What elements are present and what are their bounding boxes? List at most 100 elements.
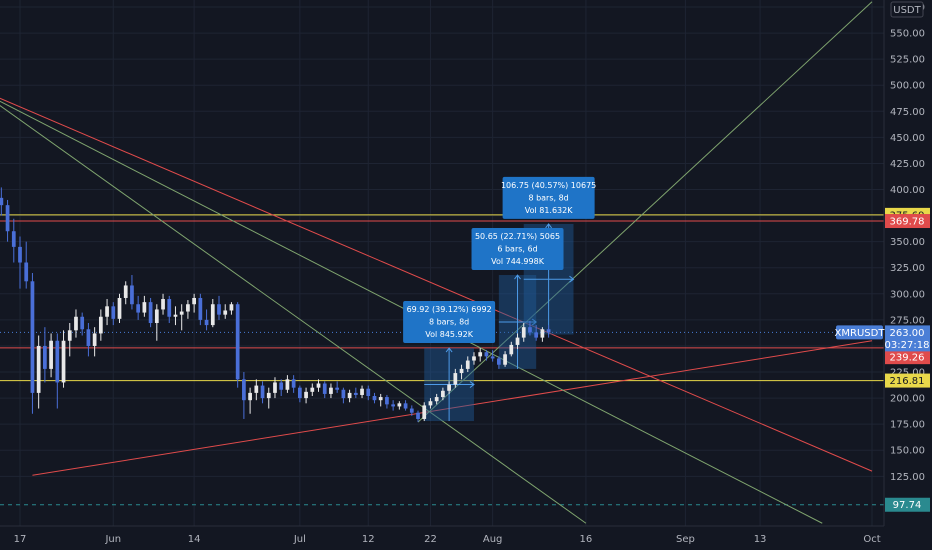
candle xyxy=(528,320,532,336)
price-tick-label: 450.00 xyxy=(890,133,925,144)
candle xyxy=(74,309,78,338)
candle-body xyxy=(503,354,507,365)
price-tag xyxy=(885,214,930,229)
candle-body xyxy=(217,304,221,315)
trend-line[interactable] xyxy=(32,340,873,476)
candle xyxy=(186,300,190,319)
measure-label-text: 6 bars, 6d xyxy=(497,245,537,254)
candle-body xyxy=(453,373,458,385)
trend-line[interactable] xyxy=(0,98,587,524)
time-tick-label: Oct xyxy=(863,534,880,545)
candle-body xyxy=(173,314,178,317)
candle xyxy=(391,400,396,411)
candle-body xyxy=(347,392,352,399)
candle xyxy=(92,327,97,357)
candle-body xyxy=(378,397,383,401)
time-axis-ticks: 17 Jun 14 Jul 12 22 Aug 16 Sep 13 Oct xyxy=(14,534,881,545)
candle xyxy=(490,350,495,362)
time-tick-label: 14 xyxy=(188,534,201,545)
measure-arrow-head xyxy=(469,381,475,388)
candle xyxy=(86,323,91,357)
price-tick-label: 225.00 xyxy=(890,368,925,379)
candle xyxy=(453,368,458,388)
horizontal-lines-layer xyxy=(0,214,884,506)
measure-arrow-head xyxy=(545,223,553,229)
trend-line[interactable] xyxy=(417,1,873,423)
candle xyxy=(372,392,377,404)
candle-body xyxy=(235,304,240,380)
candle xyxy=(316,379,321,392)
measure-label-text: 106.75 (40.57%) 10675 xyxy=(501,181,596,190)
symbol-text: XMRUSDT xyxy=(835,328,886,339)
time-tick-label: 16 xyxy=(580,534,593,545)
candle-body xyxy=(117,297,122,319)
candle-body xyxy=(397,403,402,407)
price-axis[interactable] xyxy=(884,0,932,526)
candle xyxy=(142,295,147,317)
candle-body xyxy=(496,358,501,365)
candle-body xyxy=(105,306,109,317)
candle-body xyxy=(366,388,371,397)
candle-body xyxy=(385,397,389,405)
candle xyxy=(210,299,215,328)
candle-body xyxy=(210,304,215,326)
candle xyxy=(304,387,308,404)
grid-layer xyxy=(0,0,884,526)
candle xyxy=(18,236,22,289)
candle xyxy=(360,385,364,399)
candle-body xyxy=(55,340,60,383)
candle-body xyxy=(372,396,377,401)
time-axis[interactable] xyxy=(0,526,932,550)
price-tags-layer: 375.69369.78248.12216.81239.2697.74263.0… xyxy=(835,207,930,512)
candle-body xyxy=(515,337,520,345)
price-tick-label: 500.00 xyxy=(890,81,925,92)
candle-body xyxy=(335,387,340,390)
candle xyxy=(5,199,10,242)
candle-body xyxy=(198,297,203,320)
candle-body xyxy=(229,304,234,311)
currency-button[interactable] xyxy=(890,1,924,18)
candle-body xyxy=(297,387,302,399)
price-tick-label: 200.00 xyxy=(890,394,925,405)
trend-line[interactable] xyxy=(0,94,873,472)
candle xyxy=(24,241,29,289)
price-tick-label: 425.00 xyxy=(890,159,925,170)
candle xyxy=(192,293,196,313)
candle xyxy=(397,401,402,410)
candle xyxy=(534,325,539,341)
candle xyxy=(484,350,489,361)
candle xyxy=(409,405,414,416)
candle xyxy=(329,383,333,399)
candle xyxy=(478,348,483,362)
candle-body xyxy=(111,306,116,319)
candle-body xyxy=(353,392,358,395)
candle xyxy=(515,333,520,350)
symbol-tag xyxy=(836,325,883,340)
candle-body xyxy=(248,392,252,401)
candle-body xyxy=(434,397,439,402)
candle-body xyxy=(447,384,451,391)
candle xyxy=(335,381,340,393)
candle-body xyxy=(528,327,532,333)
candle xyxy=(266,387,271,409)
candle-body xyxy=(49,340,53,369)
time-tick-label: Aug xyxy=(483,534,503,545)
price-tag-text: 216.81 xyxy=(890,376,925,387)
candle xyxy=(154,304,159,341)
candle-body xyxy=(266,392,271,399)
candle xyxy=(167,295,172,324)
price-tag-text: 97.74 xyxy=(893,500,922,511)
candle xyxy=(416,410,420,423)
price-tick-label: 300.00 xyxy=(890,289,925,300)
price-tick-label: 175.00 xyxy=(890,420,925,431)
candle-body xyxy=(304,391,308,399)
candle-body xyxy=(322,383,327,394)
candle-body xyxy=(329,387,333,394)
candle-body xyxy=(534,332,539,338)
price-tag-text: 239.26 xyxy=(890,353,925,364)
candle-body xyxy=(472,356,476,361)
candle-body xyxy=(316,383,321,388)
candle xyxy=(223,304,228,319)
